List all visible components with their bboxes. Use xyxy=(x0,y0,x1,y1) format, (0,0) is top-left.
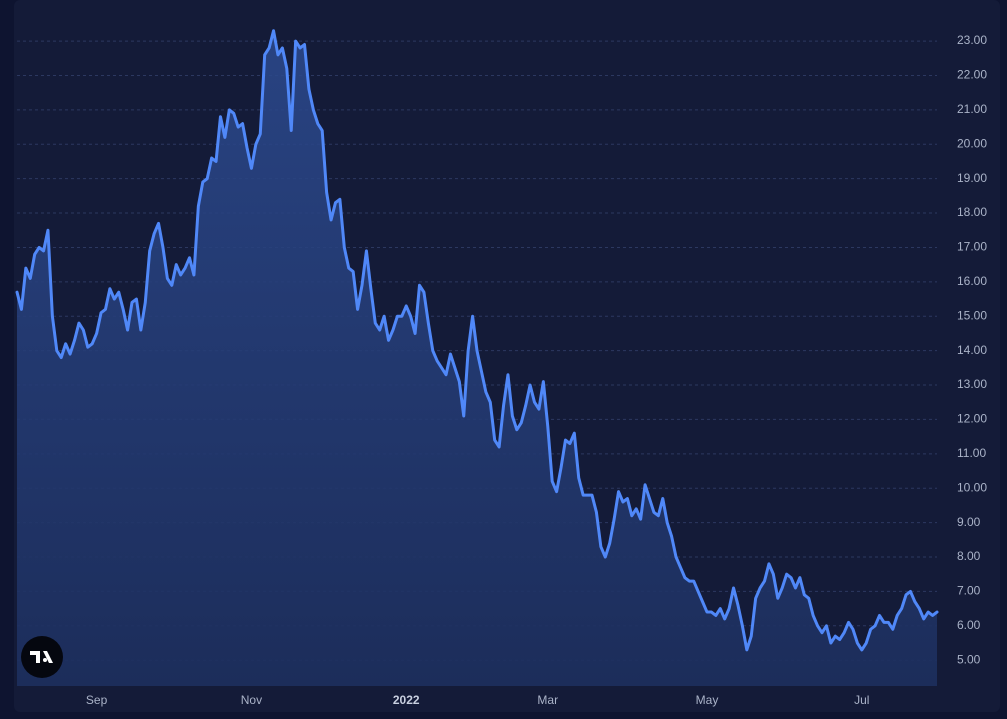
y-tick-label: 6.00 xyxy=(957,618,981,632)
y-tick-label: 14.00 xyxy=(957,343,987,357)
y-tick-label: 12.00 xyxy=(957,412,987,426)
x-tick-label: 2022 xyxy=(393,693,420,707)
y-tick-label: 16.00 xyxy=(957,274,987,288)
x-tick-label: Nov xyxy=(241,693,262,707)
y-tick-label: 17.00 xyxy=(957,240,987,254)
y-tick-label: 9.00 xyxy=(957,515,981,529)
area-fill xyxy=(17,30,937,686)
x-tick-label: Jul xyxy=(854,693,869,707)
y-tick-label: 7.00 xyxy=(957,584,981,598)
y-tick-label: 11.00 xyxy=(957,446,986,460)
x-tick-label: May xyxy=(696,693,719,707)
y-tick-label: 13.00 xyxy=(957,377,987,391)
y-tick-label: 18.00 xyxy=(957,205,987,219)
logo-dot xyxy=(43,658,47,662)
logo-mark xyxy=(30,651,53,663)
y-tick-label: 8.00 xyxy=(957,549,981,563)
y-tick-label: 21.00 xyxy=(957,102,987,116)
y-tick-label: 5.00 xyxy=(957,652,981,666)
price-line xyxy=(15,29,939,652)
logo-badge xyxy=(21,636,63,678)
axes: 5.00 6.00 7.00 8.00 9.00 10.00 11.00 12.00 13.00… xyxy=(86,33,987,707)
x-tick-label: Mar xyxy=(537,693,558,707)
y-tick-label: 20.00 xyxy=(957,136,987,150)
plot xyxy=(15,29,939,686)
y-tick-label: 23.00 xyxy=(957,33,987,47)
logo xyxy=(21,636,63,678)
x-tick-label: Sep xyxy=(86,693,108,707)
y-tick-label: 22.00 xyxy=(957,68,987,82)
y-tick-label: 10.00 xyxy=(957,480,987,494)
y-tick-label: 19.00 xyxy=(957,171,987,185)
y-tick-label: 15.00 xyxy=(957,308,987,322)
